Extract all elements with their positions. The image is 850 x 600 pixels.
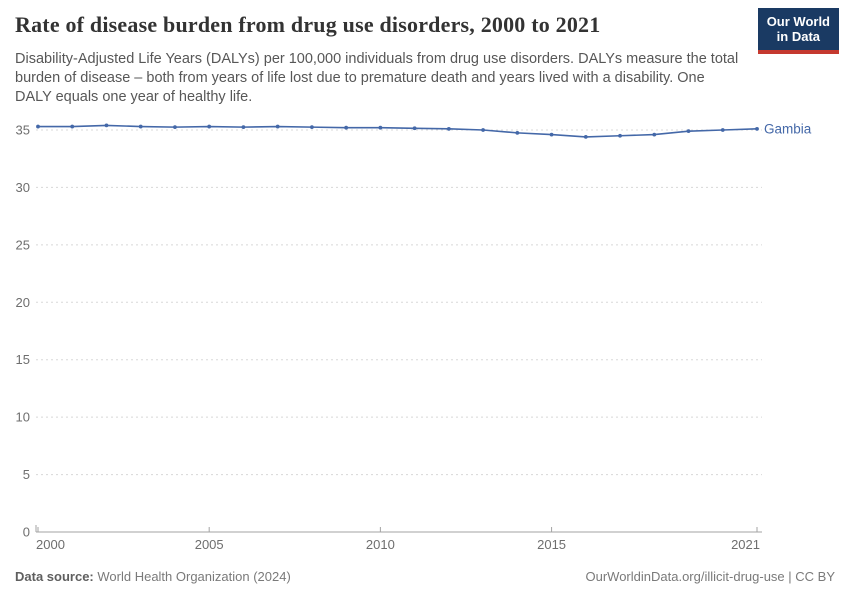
chart-title: Rate of disease burden from drug use dis…	[15, 12, 601, 37]
data-point-2009[interactable]	[344, 125, 349, 130]
y-tick-label-20: 20	[16, 295, 30, 310]
owid-logo: Our World in Data	[757, 8, 839, 54]
data-point-2000[interactable]	[36, 124, 40, 129]
data-point-2001[interactable]	[70, 124, 75, 129]
data-source-value: World Health Organization (2024)	[97, 569, 291, 584]
data-point-2017[interactable]	[618, 133, 622, 138]
chart-footer: Data source: World Health Organization (…	[15, 569, 835, 584]
x-tick-label-2015: 2015	[537, 537, 566, 552]
y-tick-label-5: 5	[23, 467, 30, 482]
logo-line-1: Our World	[766, 14, 830, 29]
y-tick-label-10: 10	[16, 410, 30, 425]
y-tick-label-25: 25	[16, 237, 30, 252]
data-point-2007[interactable]	[275, 124, 280, 129]
y-tick-label-30: 30	[16, 180, 30, 195]
data-source-label: Data source:	[15, 569, 94, 584]
data-point-2016[interactable]	[583, 134, 588, 139]
series-end-label[interactable]: Gambia	[764, 121, 812, 136]
data-point-2013[interactable]	[481, 128, 485, 132]
y-tick-label-35: 35	[16, 123, 30, 138]
data-point-2003[interactable]	[138, 124, 143, 129]
logo-line-2: in Data	[776, 29, 821, 45]
x-tick-label-2021: 2021	[731, 537, 760, 552]
x-tick-label-2000: 2000	[36, 537, 65, 552]
credit-link[interactable]: OurWorldinData.org/illicit-drug-use | CC…	[585, 569, 836, 584]
data-point-2011[interactable]	[412, 126, 417, 131]
data-point-2012[interactable]	[446, 126, 451, 131]
data-point-2015[interactable]	[549, 132, 554, 137]
data-point-2006[interactable]	[241, 125, 246, 130]
data-point-2019[interactable]	[686, 129, 691, 134]
data-point-2018[interactable]	[652, 132, 657, 137]
chart-subtitle: Disability-Adjusted Life Years (DALYs) p…	[15, 51, 739, 105]
data-point-2010[interactable]	[378, 125, 383, 130]
data-source: Data source: World Health Organization (…	[15, 569, 291, 584]
y-tick-label-0: 0	[23, 525, 30, 540]
series-line-gambia[interactable]	[37, 124, 758, 138]
data-point-2008[interactable]	[310, 125, 314, 130]
data-point-2004[interactable]	[173, 125, 177, 130]
data-point-2002[interactable]	[104, 123, 109, 128]
data-point-2005[interactable]	[207, 124, 212, 129]
data-point-2020[interactable]	[720, 128, 725, 132]
y-tick-label-15: 15	[16, 352, 30, 367]
x-tick-label-2005: 2005	[195, 537, 224, 552]
data-point-2021[interactable]	[755, 126, 759, 131]
x-tick-label-2010: 2010	[366, 537, 395, 552]
data-point-2014[interactable]	[515, 130, 520, 135]
